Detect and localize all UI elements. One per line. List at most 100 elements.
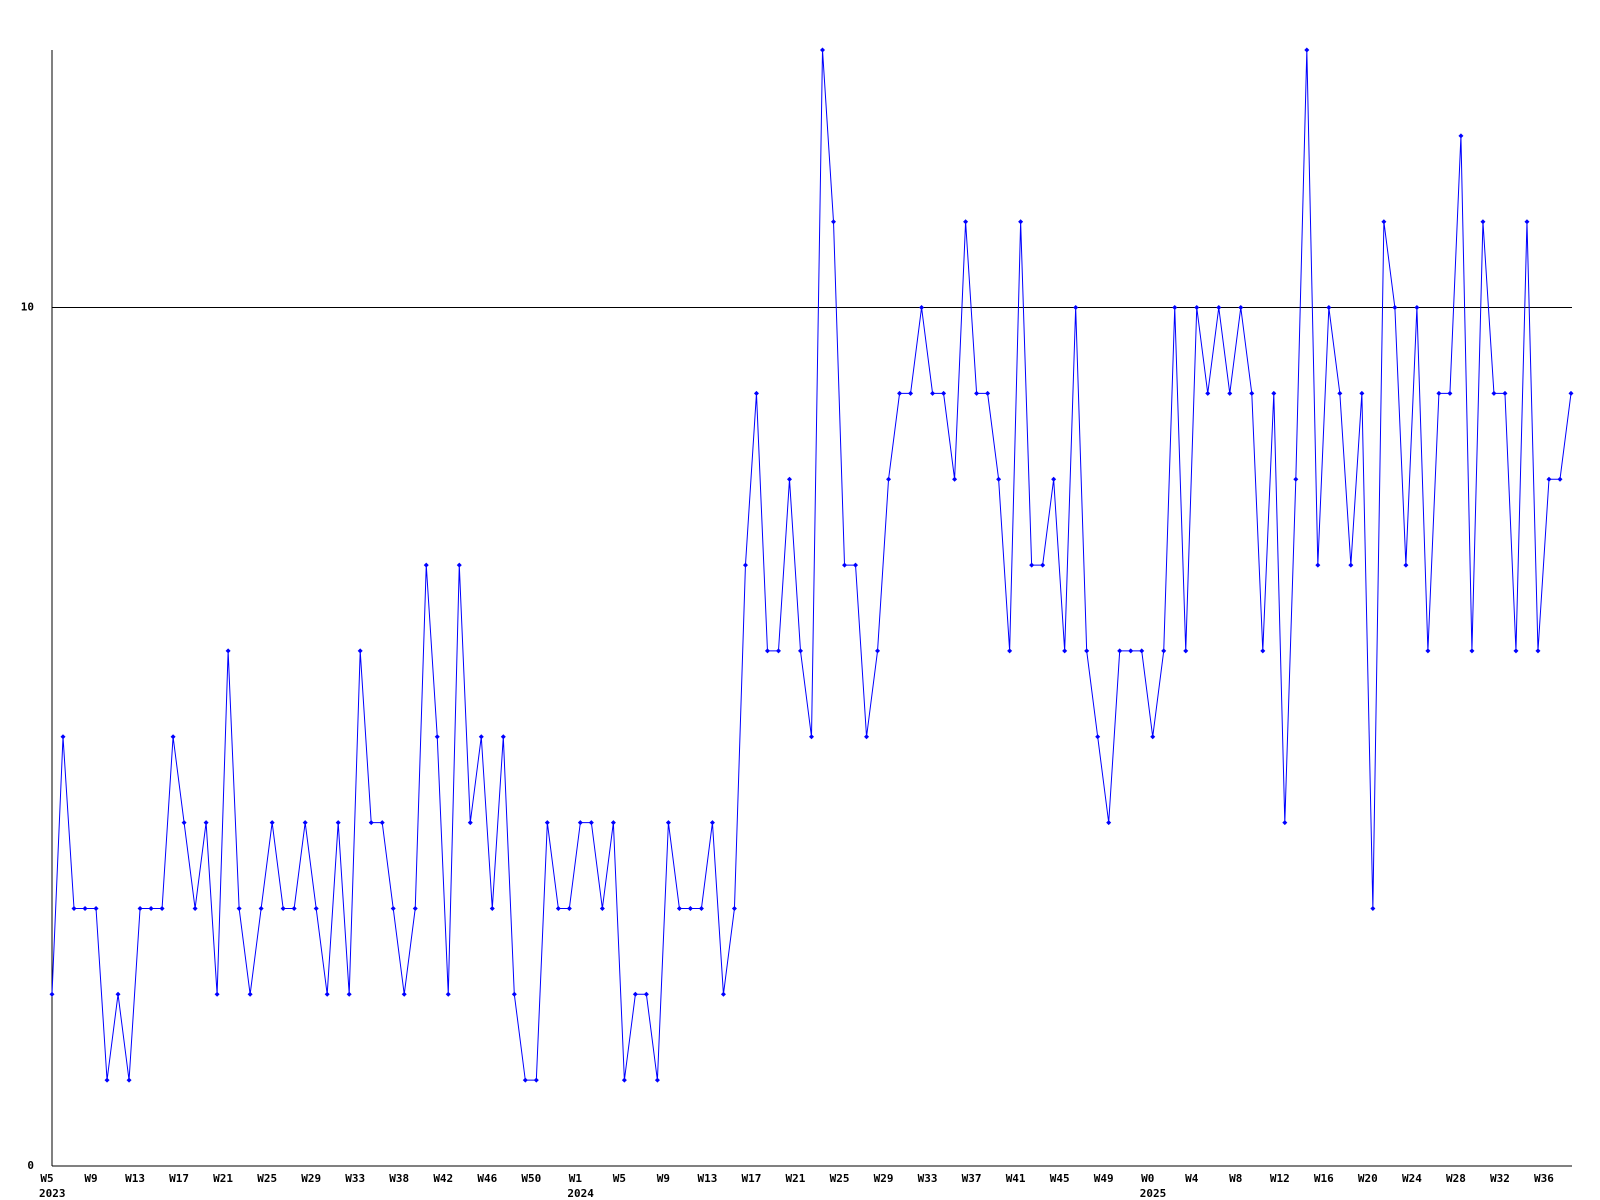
data-point [654, 1077, 660, 1083]
x-tick-label: W36 [1534, 1172, 1554, 1185]
data-point [1018, 219, 1024, 225]
data-point [1337, 390, 1343, 396]
data-point [159, 905, 165, 911]
x-tick-label: W28 [1446, 1172, 1466, 1185]
data-point [1425, 648, 1431, 654]
data-point [599, 905, 605, 911]
data-point [775, 648, 781, 654]
x-tick-label: W38 [389, 1172, 409, 1185]
data-point [489, 905, 495, 911]
x-tick-label: W4 [1185, 1172, 1199, 1185]
data-point [1194, 305, 1200, 311]
data-point [1282, 820, 1288, 826]
x-tick-label: W9 [84, 1172, 97, 1185]
x-tick-label: W17 [742, 1172, 762, 1185]
data-point [1513, 648, 1519, 654]
data-point [49, 991, 55, 997]
data-point [258, 905, 264, 911]
data-point [1128, 648, 1134, 654]
data-point [1491, 390, 1497, 396]
data-point [1381, 219, 1387, 225]
data-point [1183, 648, 1189, 654]
data-point [753, 390, 759, 396]
data-point [456, 562, 462, 568]
data-point [1546, 476, 1552, 482]
data-point [698, 905, 704, 911]
data-point [919, 305, 925, 311]
data-point [643, 991, 649, 997]
data-point [500, 734, 506, 740]
data-point [1029, 562, 1035, 568]
x-tick-label: W45 [1050, 1172, 1070, 1185]
data-point [214, 991, 220, 997]
data-point [269, 820, 275, 826]
data-point [137, 905, 143, 911]
data-point [577, 820, 583, 826]
x-tick-label: W42 [433, 1172, 453, 1185]
data-point [247, 991, 253, 997]
data-point [665, 820, 671, 826]
data-point [1117, 648, 1123, 654]
data-point [720, 991, 726, 997]
data-point [566, 905, 572, 911]
data-point [786, 476, 792, 482]
data-point [809, 734, 814, 740]
data-point [203, 820, 209, 826]
data-point [1304, 47, 1310, 53]
data-point [434, 734, 440, 740]
data-line [51, 49, 1572, 1081]
data-point [71, 905, 77, 911]
data-point [941, 390, 947, 396]
data-point [1249, 390, 1255, 396]
x-tick-label: W29 [301, 1172, 321, 1185]
data-point [676, 905, 682, 911]
data-point [1205, 390, 1211, 396]
data-point [588, 820, 594, 826]
data-point [1414, 305, 1420, 311]
data-point [115, 991, 121, 997]
data-point [1260, 648, 1266, 654]
data-point [963, 219, 969, 225]
data-point [423, 562, 429, 568]
data-point [687, 905, 693, 911]
data-point [302, 820, 308, 826]
x-tick-label: W37 [962, 1172, 982, 1185]
data-point [357, 648, 363, 654]
x-tick-label: W13 [125, 1172, 145, 1185]
data-point [412, 905, 418, 911]
data-point [908, 390, 914, 396]
x-tick-label: W49 [1094, 1172, 1114, 1185]
data-point [1403, 562, 1409, 568]
x-year-label: 2023 [39, 1187, 66, 1200]
data-point [555, 905, 561, 911]
x-tick-label: W16 [1314, 1172, 1334, 1185]
x-tick-label: W21 [213, 1172, 233, 1185]
data-point [291, 905, 297, 911]
x-tick-label: W1 [569, 1172, 583, 1185]
data-point [1568, 390, 1574, 396]
data-point [797, 648, 803, 654]
data-point [390, 905, 396, 911]
x-year-label: 2025 [1140, 1187, 1167, 1200]
data-point [1271, 390, 1277, 396]
x-tick-label: W41 [1006, 1172, 1026, 1185]
x-tick-label: W32 [1490, 1172, 1510, 1185]
data-point [401, 991, 407, 997]
data-point [731, 905, 737, 911]
data-point [192, 905, 198, 911]
x-tick-label: W9 [657, 1172, 670, 1185]
data-point [1348, 562, 1354, 568]
data-point [1150, 734, 1156, 740]
data-point [82, 905, 88, 911]
data-point [1480, 219, 1486, 225]
data-point [831, 219, 837, 225]
data-point [1392, 305, 1398, 311]
data-point [181, 820, 187, 826]
data-point [1172, 305, 1178, 311]
data-point [1370, 905, 1376, 911]
data-point [1062, 648, 1068, 654]
data-point [104, 1077, 110, 1083]
data-point [610, 820, 616, 826]
x-tick-label: W20 [1358, 1172, 1378, 1185]
data-point [996, 476, 1002, 482]
